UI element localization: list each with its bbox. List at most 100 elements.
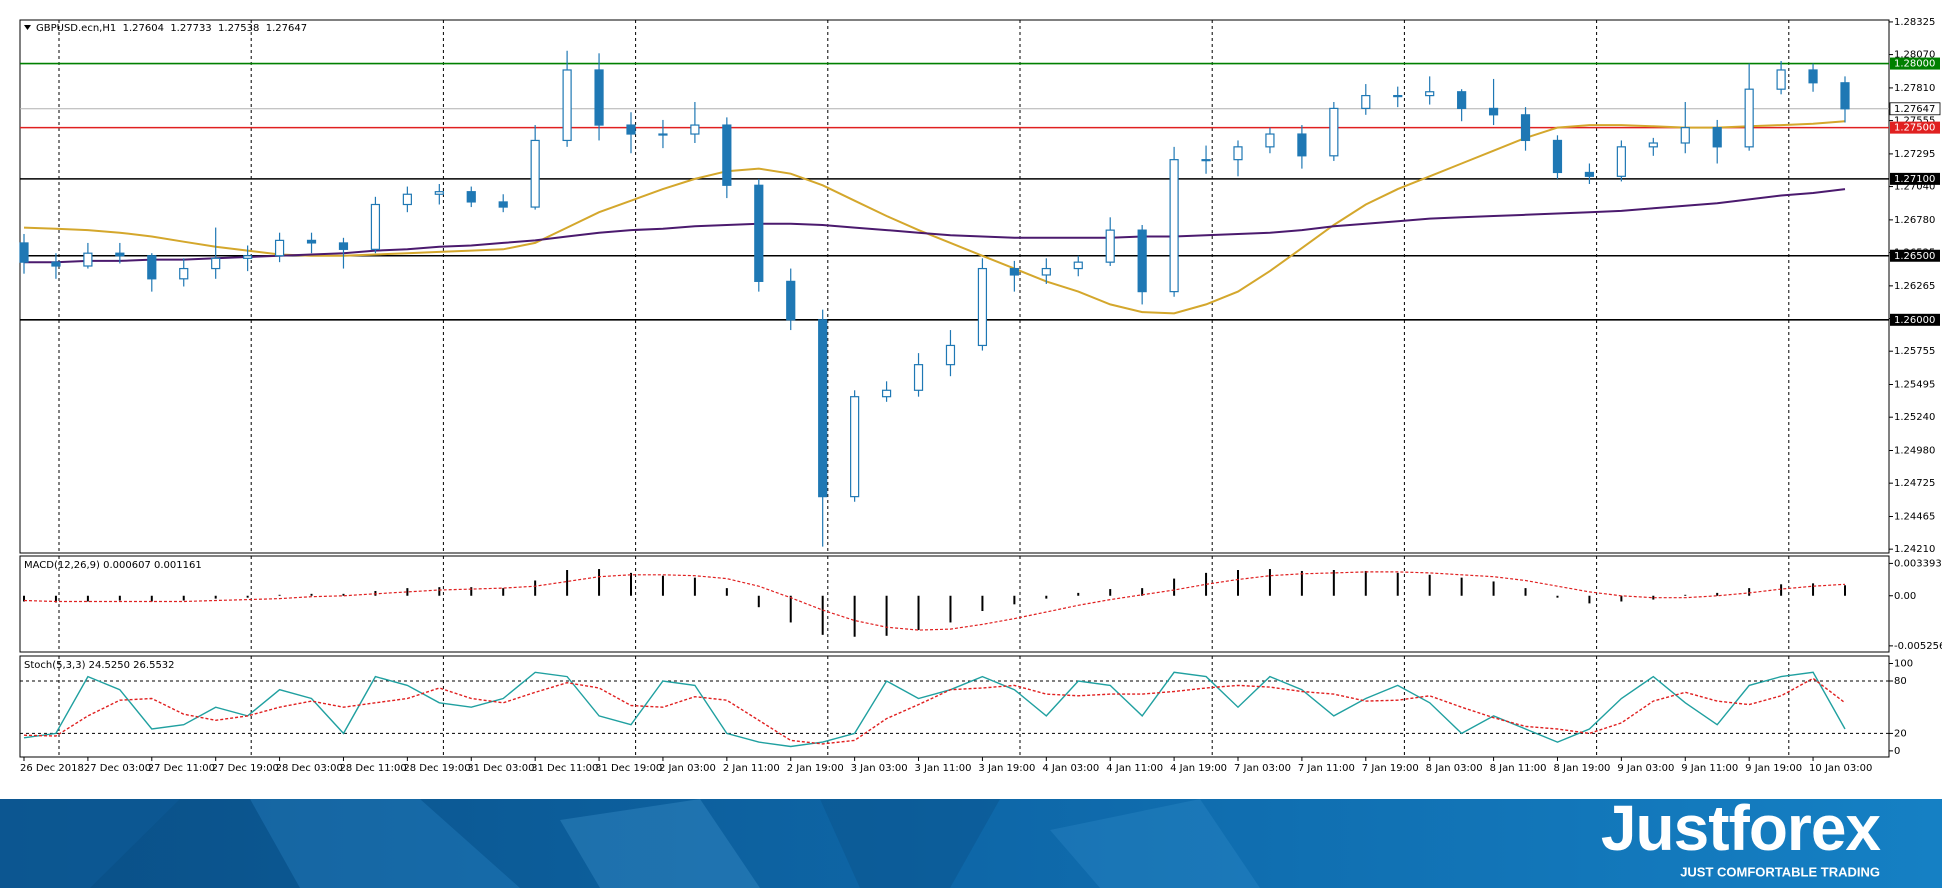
stoch-line (23, 677, 1846, 745)
macd-bar (1780, 584, 1783, 596)
moving-average (23, 120, 1846, 315)
candle-body (306, 239, 317, 244)
macd-bar (470, 587, 473, 596)
candle-body (1425, 91, 1435, 97)
x-tick-label: 31 Dec 19:00 (595, 763, 662, 774)
y-tick-label: 1.28325 (1894, 17, 1935, 28)
macd-bar (693, 577, 696, 596)
candle-body (1041, 267, 1051, 276)
x-tick-label: 7 Jan 19:00 (1362, 763, 1419, 774)
macd-bar (661, 575, 664, 596)
y-tick-label: 1.27810 (1894, 83, 1935, 94)
macd-bar (1173, 578, 1176, 596)
y-tick-label: 20 (1894, 728, 1907, 739)
candle-body (243, 255, 253, 259)
macd-bar (278, 594, 281, 596)
x-tick-label: 4 Jan 03:00 (1042, 763, 1099, 774)
x-tick-label: 2 Jan 03:00 (659, 763, 716, 774)
macd-bar (534, 580, 537, 596)
macd-bar (406, 588, 409, 596)
candle-body (1329, 107, 1339, 157)
y-tick-label: 80 (1894, 676, 1907, 687)
candle-body (1680, 127, 1690, 144)
candle-body (1648, 142, 1658, 148)
candle-body (211, 257, 221, 270)
candle-body (1201, 159, 1211, 162)
x-tick-label: 27 Dec 03:00 (84, 763, 151, 774)
x-tick-label: 3 Jan 03:00 (851, 763, 908, 774)
macd-bar (1300, 570, 1303, 596)
candle-body (1073, 261, 1083, 270)
x-tick-label: 3 Jan 19:00 (978, 763, 1035, 774)
y-tick-label: 100 (1894, 659, 1913, 670)
candle-body (818, 319, 828, 498)
x-tick-label: 8 Jan 11:00 (1490, 763, 1547, 774)
y-tick-label: -0.005256 (1894, 641, 1942, 652)
candle-body (1265, 133, 1275, 148)
candle-body (690, 124, 700, 135)
level-box (1890, 57, 1940, 70)
candle-body (179, 267, 189, 280)
ohlc-value: 1.27538 (218, 23, 259, 34)
macd-bar (981, 595, 984, 612)
candle-body (1584, 171, 1595, 177)
last-price-box (1889, 102, 1941, 116)
banner-shape (1050, 799, 1260, 888)
candle-body (83, 252, 93, 267)
candle-body (338, 242, 349, 250)
x-tick-label: 8 Jan 03:00 (1426, 763, 1483, 774)
moving-average (24, 188, 1846, 264)
candle-body (658, 133, 668, 136)
brand: Justforex (1601, 792, 1882, 864)
header-marker (24, 25, 31, 30)
macd-bar (150, 595, 153, 602)
macd-bar (1524, 588, 1527, 596)
y-tick-label: 1.27040 (1894, 182, 1935, 193)
macd-bar (438, 587, 441, 596)
signal-line (23, 571, 1846, 631)
candle-body (626, 124, 636, 135)
macd-bar (502, 588, 505, 596)
candle-body (1840, 82, 1850, 110)
candle-body (786, 280, 796, 321)
candle-body (1009, 267, 1019, 276)
macd-bar (1844, 585, 1846, 596)
y-tick-label: 1.25755 (1894, 346, 1935, 357)
x-tick-label: 2 Jan 19:00 (787, 763, 844, 774)
macd-bar (118, 595, 121, 601)
macd-bar (757, 595, 760, 608)
y-tick-label: 1.27555 (1894, 116, 1935, 127)
x-tick-label: 7 Jan 11:00 (1298, 763, 1355, 774)
x-tick-label: 27 Dec 19:00 (212, 763, 279, 774)
y-tick-label: 0.00 (1894, 591, 1916, 602)
x-tick-label: 3 Jan 11:00 (915, 763, 972, 774)
y-tick-label: 1.25495 (1894, 380, 1935, 391)
banner: Justforex JUST COMFORTABLE TRADING (0, 792, 1942, 888)
macd-bar (917, 595, 920, 631)
level-label: 1.26000 (1894, 315, 1935, 326)
y-tick-label: 1.26780 (1894, 215, 1935, 226)
candle-body (466, 191, 476, 203)
level-label: 1.27500 (1894, 123, 1935, 134)
x-tick-label: 10 Jan 03:00 (1809, 763, 1872, 774)
candle-body (1776, 69, 1786, 90)
candle-body (881, 389, 892, 398)
candle-body (1520, 114, 1531, 142)
macd-bar (1364, 570, 1367, 596)
candle-body (1552, 139, 1563, 174)
indicator-title: Stoch(5,3,3) 24.5250 26.5532 (24, 660, 175, 671)
macd-bar (182, 595, 185, 601)
x-tick-label: 28 Dec 03:00 (276, 763, 343, 774)
macd-bar (1684, 594, 1687, 596)
banner-shape (250, 799, 520, 888)
y-tick-label: 0.003393 (1894, 558, 1942, 569)
macd-bar (1588, 595, 1591, 604)
macd-bar (23, 595, 25, 602)
candle-body (1361, 94, 1371, 110)
panel-frame (19, 555, 1890, 653)
indicator-title: MACD(12,26,9) 0.000607 0.001161 (24, 560, 202, 571)
x-tick-label: 2 Jan 11:00 (723, 763, 780, 774)
macd-bar (1812, 583, 1815, 596)
